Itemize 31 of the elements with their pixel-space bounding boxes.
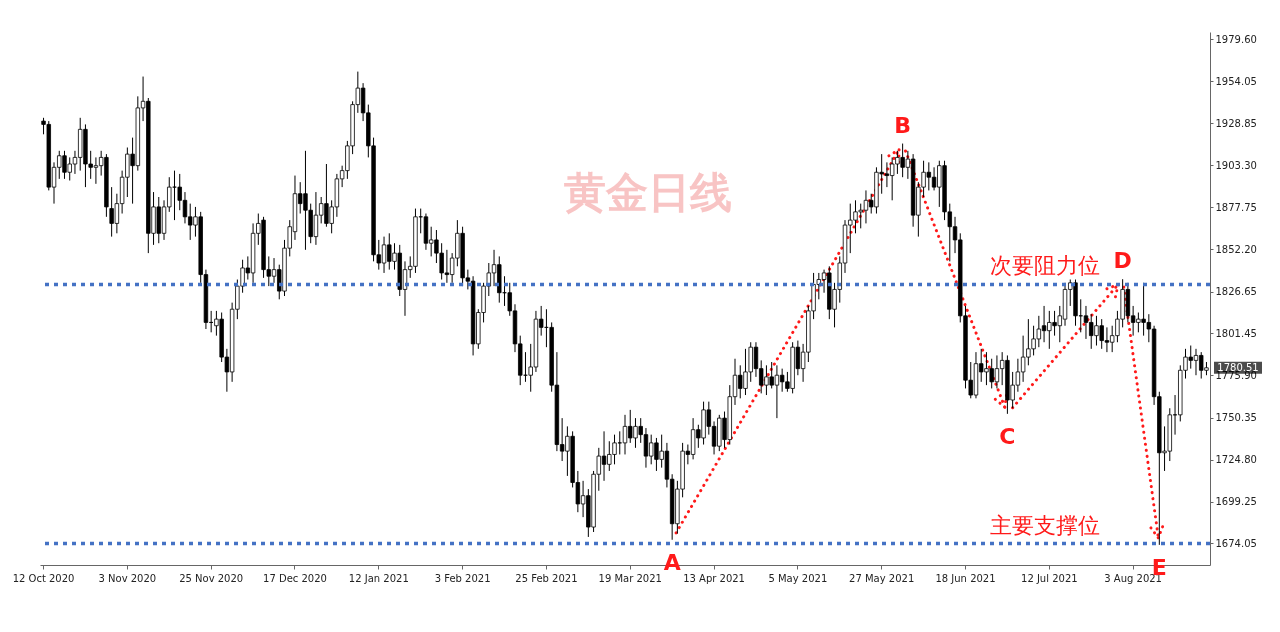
y-tick-label: 1928.85 bbox=[1215, 117, 1257, 129]
ref-line-label: 次要阻力位 bbox=[990, 253, 1100, 279]
y-tick-label: 1954.05 bbox=[1215, 75, 1257, 87]
x-tick-label: 12 Oct 2020 bbox=[12, 572, 75, 584]
annotation: B bbox=[894, 112, 912, 138]
annotation: D bbox=[1113, 248, 1132, 274]
x-tick-label: 17 Dec 2020 bbox=[263, 572, 327, 584]
y-tick-label: 1699.25 bbox=[1215, 496, 1257, 508]
x-tick-label: 27 May 2021 bbox=[849, 572, 915, 584]
x-tick-label: 25 Feb 2021 bbox=[515, 572, 578, 584]
y-tick-label: 1826.65 bbox=[1215, 286, 1257, 298]
annotation: C bbox=[999, 423, 1016, 449]
text: 黄金日线 bbox=[564, 168, 733, 217]
x-tick-label: 13 Apr 2021 bbox=[683, 572, 745, 584]
x-tick-label: 12 Jul 2021 bbox=[1021, 572, 1078, 584]
y-tick-label: 1674.05 bbox=[1215, 537, 1257, 549]
y-tick-label: 1801.45 bbox=[1215, 327, 1257, 339]
x-tick-label: 19 Mar 2021 bbox=[598, 572, 662, 584]
ref-line-label: 主要支撑位 bbox=[990, 512, 1100, 538]
x-tick-label: 3 Nov 2020 bbox=[98, 572, 157, 584]
x-tick-label: 25 Nov 2020 bbox=[179, 572, 244, 584]
y-tick-label: 1724.80 bbox=[1215, 454, 1257, 466]
y-tick-label: 1877.75 bbox=[1215, 201, 1257, 213]
y-tick-label: 1750.35 bbox=[1215, 412, 1257, 424]
x-tick-label: 5 May 2021 bbox=[768, 572, 828, 584]
y-tick-label: 1979.60 bbox=[1215, 33, 1257, 45]
y-tick-label: 1852.20 bbox=[1215, 243, 1257, 255]
y-tick-label: 1903.30 bbox=[1215, 159, 1257, 171]
x-tick-label: 18 Jun 2021 bbox=[935, 572, 996, 584]
x-tick-label: 12 Jan 2021 bbox=[348, 572, 409, 584]
x-tick-label: 3 Feb 2021 bbox=[434, 572, 491, 584]
